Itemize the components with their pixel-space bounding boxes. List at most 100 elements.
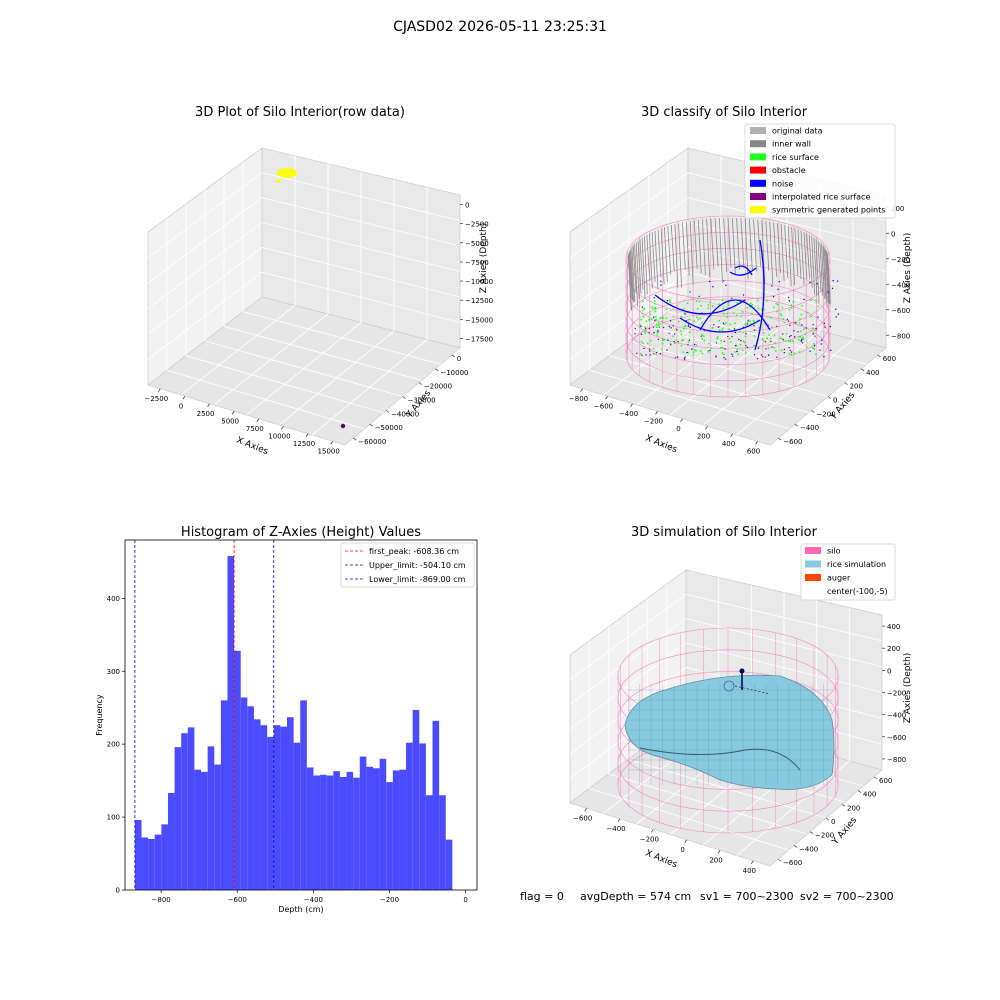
noise-point: [809, 281, 811, 284]
y-tick-mark: [877, 354, 881, 358]
raw-dark-point: [340, 423, 346, 429]
histogram-bar: [267, 736, 274, 890]
noise-point: [835, 316, 837, 318]
raw-x-label: X Axies: [235, 436, 270, 458]
x-tick-label: −400: [606, 825, 625, 833]
histogram-bar: [425, 795, 433, 890]
interpolated-point: [724, 358, 727, 360]
y-tick-label: 0: [831, 818, 835, 826]
rice-surface-point: [655, 318, 657, 321]
rice-surface-point: [654, 315, 657, 318]
inner-wall-mark: [819, 242, 824, 296]
simulation-plot-title: 3D simulation of Silo Interior: [631, 525, 818, 540]
rice-surface-point: [642, 309, 645, 311]
noise-point: [755, 344, 758, 346]
simulation-x-ticks: −600 −400 −200 0 200 400: [573, 808, 756, 875]
rice-surface-point: [805, 346, 808, 349]
noise-point: [813, 345, 816, 347]
rice-surface-point: [756, 299, 759, 302]
z-tick-label: −5000: [465, 240, 489, 248]
noise-point: [805, 327, 807, 329]
rice-surface-point: [730, 340, 732, 343]
interpolated-point: [684, 356, 686, 358]
noise-point: [652, 316, 655, 318]
histogram-bar: [187, 727, 195, 890]
z-tick-label: 0: [887, 667, 891, 675]
rice-surface-point: [802, 338, 805, 341]
rice-surface-point: [642, 342, 644, 345]
inner-wall-mark: [822, 245, 827, 300]
noise-point: [660, 280, 662, 282]
inner-wall-mark: [630, 248, 635, 303]
y-tick-mark: [793, 845, 798, 848]
rice-surface-point: [737, 353, 740, 356]
interpolated-point: [770, 340, 772, 343]
histogram-vlines: [134, 540, 275, 890]
y-tick-mark: [827, 396, 832, 399]
rice-surface-point: [710, 314, 713, 317]
rice-surface-point: [702, 335, 705, 338]
y-tick-label: 400: [866, 369, 879, 377]
noise-point: [684, 313, 686, 315]
inner-wall-mark: [727, 217, 732, 268]
rice-surface-point: [692, 354, 694, 356]
rice-surface-point: [656, 334, 659, 336]
rice-surface-point: [682, 351, 685, 354]
rice-surface-point: [661, 317, 663, 319]
interpolated-point: [789, 349, 792, 352]
histogram-y-ticks: 0 100 200 300 400: [107, 595, 125, 895]
inner-wall-mark: [628, 253, 632, 311]
noise-trace: [734, 265, 753, 276]
footer-flag: flag = 0: [520, 890, 564, 903]
rice-surface-point: [727, 304, 730, 307]
interpolated-point: [634, 327, 636, 330]
inner-wall-mark: [817, 240, 822, 293]
noise-point: [821, 339, 823, 341]
y-tick-label: −400: [799, 845, 818, 853]
interpolated-point: [823, 322, 826, 325]
y-tick-label: −400: [800, 424, 819, 432]
rice-surface-point: [644, 332, 647, 334]
noise-point: [783, 351, 785, 354]
x-tick-label: −600: [228, 896, 247, 904]
rice-surface-point: [740, 315, 742, 318]
grid-line: [569, 271, 689, 360]
rice-surface-point: [680, 315, 683, 318]
noise-point: [689, 291, 691, 293]
rice-surface-point: [723, 353, 725, 356]
noise-trace: [754, 239, 765, 351]
rice-surface-point: [748, 320, 751, 323]
interpolated-point: [649, 350, 651, 352]
rice-surface-point: [749, 302, 752, 305]
classify-y-label: Y Axies: [828, 390, 857, 422]
y-tick-mark: [811, 410, 815, 413]
rice-surface-point: [640, 340, 643, 343]
y-tick-mark: [369, 423, 373, 427]
rice-surface-point: [707, 307, 709, 310]
interpolated-point: [684, 358, 686, 361]
noise-point: [786, 318, 788, 321]
x-tick-label: −600: [594, 402, 613, 410]
rice-surface-point: [726, 316, 728, 318]
inner-wall-mark: [635, 242, 640, 299]
rice-surface-point: [790, 304, 793, 307]
rice-surface-point: [665, 317, 668, 320]
rice-surface-point: [659, 317, 662, 319]
rice-surface-point: [802, 328, 805, 331]
interpolated-point: [790, 351, 793, 353]
rice-surface-point: [780, 349, 783, 352]
rice-surface-point: [725, 321, 727, 324]
histogram-bar: [359, 756, 367, 890]
noise-point: [836, 280, 839, 282]
noise-point: [668, 325, 671, 328]
noise-point: [688, 339, 691, 342]
interpolated-point: [776, 356, 778, 358]
y-tick-label: −200: [815, 832, 834, 840]
noise-point: [771, 285, 773, 287]
z-tick-label: 0: [891, 230, 895, 238]
inner-wall-mark: [815, 239, 820, 304]
x-tick-label: 0: [179, 402, 183, 410]
simulation-x-label: X Axies: [644, 849, 679, 871]
y-tick-label: −200: [816, 410, 835, 418]
interpolated-point: [641, 354, 643, 357]
